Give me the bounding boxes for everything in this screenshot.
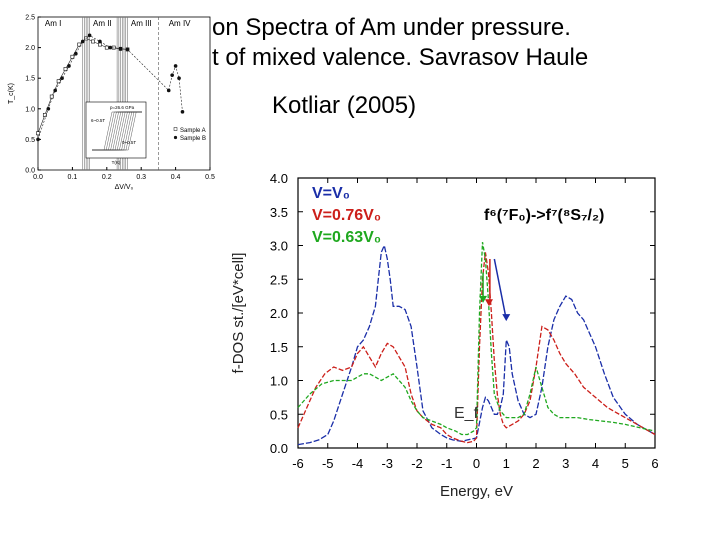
y-tick-label: 3.5 — [270, 205, 288, 220]
arrow-head-0 — [479, 295, 488, 303]
x-tick-label: 4 — [592, 456, 599, 471]
y-tick-label: 4.0 — [270, 171, 288, 186]
inner-inset-curve — [92, 111, 142, 151]
x-tick-label: 3 — [562, 456, 569, 471]
inset-y-tick-label: 1.0 — [25, 106, 35, 113]
inset-x-tick-label: 0.1 — [68, 174, 78, 181]
inner-inset-label-0: p=26.6 GPa — [110, 105, 135, 110]
inset-point-a — [49, 94, 54, 99]
y-axis-label: f-DOS st./[eV*cell] — [230, 253, 247, 374]
inset-legend-marker-b — [173, 135, 178, 140]
inset-x-tick-label: 0.3 — [136, 174, 146, 181]
y-tick-label: 2.5 — [270, 272, 288, 287]
inset-point-a — [36, 131, 40, 136]
inner-inset-label-1: 6~0.5T — [91, 118, 105, 123]
x-axis-label: Energy, eV — [440, 483, 513, 500]
inner-inset-x-label: T(K) — [112, 160, 121, 165]
x-tick-label: -5 — [322, 456, 334, 471]
legend-label-2: V=0.63V₀ — [312, 229, 381, 246]
inset-x-tick-label: 0.4 — [171, 174, 181, 181]
inset-point-b — [170, 73, 174, 77]
phase-label-0: Am I — [45, 19, 61, 28]
inset-point-a — [104, 45, 109, 50]
inset-point-b — [173, 64, 178, 68]
inset-point-b — [74, 51, 78, 56]
y-tick-label: 1.0 — [270, 374, 288, 389]
inset-point-b — [98, 39, 102, 44]
slide-title-line-2: t of mixed valence. Savrasov Haule — [212, 44, 589, 71]
slide-title-line-3: Kotliar (2005) — [272, 92, 417, 119]
x-tick-label: 6 — [651, 456, 658, 471]
slide-title-line-1: on Spectra of Am under pressure. — [212, 14, 571, 41]
x-tick-label: 1 — [503, 456, 510, 471]
y-tick-label: 0.0 — [270, 441, 288, 456]
inset-point-b — [53, 88, 57, 93]
inset-y-tick-label: 0.5 — [25, 137, 35, 144]
arrow-head-2 — [502, 314, 511, 322]
inset-point-b — [125, 47, 130, 52]
inset-legend-b: Sample B — [180, 136, 206, 142]
legend-label-0: V=V₀ — [312, 185, 350, 202]
inset-point-a — [63, 67, 68, 71]
phase-label-3: Am IV — [169, 19, 191, 28]
inset-y-axis-label: T_c(K) — [8, 83, 15, 104]
y-tick-label: 0.5 — [270, 407, 288, 422]
inner-inset-label-2: 0~0.5T — [122, 140, 136, 145]
inset-point-a — [70, 54, 75, 59]
series-line-0 — [297, 243, 656, 446]
arrow-shaft-blue — [493, 258, 507, 317]
inset-legend-marker-a — [173, 127, 178, 131]
inset-point-b — [60, 76, 64, 80]
inset-point-a — [91, 39, 95, 44]
inset-x-axis-label: ΔV/V₀ — [115, 184, 134, 191]
inset-point-b — [36, 137, 40, 142]
series-line-1 — [297, 252, 656, 444]
inset-y-tick-label: 2.5 — [25, 15, 35, 22]
x-tick-label: -4 — [352, 456, 364, 471]
arrow-head-1 — [484, 299, 493, 307]
series-line-2 — [297, 241, 656, 436]
inset-legend-a: Sample A — [180, 128, 206, 134]
phase-label-2: Am III — [131, 19, 152, 28]
inset-x-tick-label: 0.0 — [33, 174, 43, 181]
inset-point-a — [77, 42, 82, 47]
inset-x-tick-label: 0.5 — [205, 174, 215, 181]
x-tick-label: -3 — [381, 456, 393, 471]
inner-inset-frame — [85, 101, 147, 159]
legend-label-1: V=0.76V₀ — [312, 207, 381, 224]
fermi-level-label: E_f — [454, 405, 479, 422]
x-tick-label: 2 — [532, 456, 539, 471]
inset-point-a — [56, 79, 61, 84]
inset-series-line-1 — [37, 35, 183, 140]
phase-label-1: Am II — [93, 19, 112, 28]
x-tick-label: -1 — [441, 456, 453, 471]
inset-x-tick-label: 0.2 — [102, 174, 112, 181]
inset-y-tick-label: 0.0 — [25, 168, 35, 175]
x-tick-label: -2 — [411, 456, 423, 471]
inset-point-b — [118, 47, 123, 51]
y-tick-label: 1.5 — [270, 340, 288, 355]
inset-point-b — [67, 64, 71, 68]
inset-point-a — [98, 42, 102, 47]
inset-y-tick-label: 2.0 — [25, 45, 35, 52]
x-tick-label: 5 — [622, 456, 629, 471]
inset-point-b — [80, 39, 85, 44]
inset-point-a — [111, 45, 116, 50]
inset-point-b — [180, 110, 185, 114]
inset-y-tick-label: 1.5 — [25, 76, 35, 83]
x-tick-label: 0 — [473, 456, 480, 471]
inset-point-b — [46, 107, 51, 111]
y-tick-label: 3.0 — [270, 239, 288, 254]
y-tick-label: 2.0 — [270, 306, 288, 321]
transition-annotation: f⁶(⁷F₀)->f⁷(⁸S₇/₂) — [484, 207, 604, 224]
inset-point-b — [166, 88, 171, 93]
inset-point-b — [108, 45, 113, 50]
x-tick-label: -6 — [292, 456, 304, 471]
inset-point-b — [87, 33, 92, 38]
inset-point-b — [177, 76, 181, 80]
